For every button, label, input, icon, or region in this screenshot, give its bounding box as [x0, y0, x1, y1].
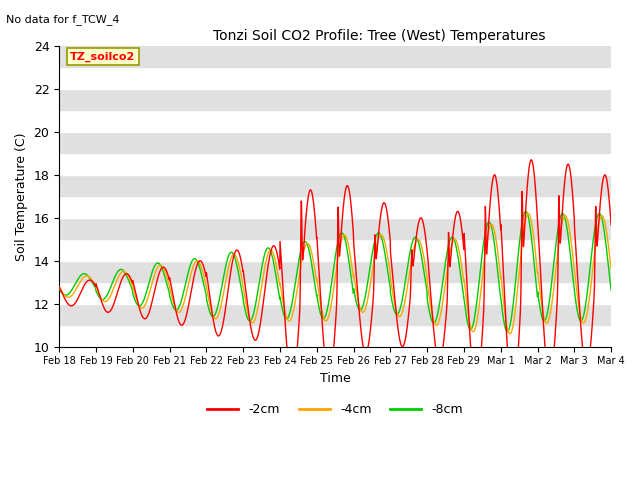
Legend: -2cm, -4cm, -8cm: -2cm, -4cm, -8cm: [202, 398, 468, 421]
Bar: [59, 46, 611, 67]
Bar: [59, 261, 611, 282]
Bar: [59, 282, 611, 304]
Y-axis label: Soil Temperature (C): Soil Temperature (C): [15, 132, 28, 261]
Bar: [59, 110, 611, 132]
Bar: [59, 175, 611, 196]
X-axis label: Time: Time: [320, 372, 351, 385]
Text: No data for f_TCW_4: No data for f_TCW_4: [6, 14, 120, 25]
Bar: [59, 325, 611, 347]
Bar: [59, 154, 611, 175]
Bar: [59, 89, 611, 110]
Bar: [59, 218, 611, 240]
Bar: [59, 67, 611, 89]
Text: TZ_soilco2: TZ_soilco2: [70, 51, 136, 62]
Bar: [59, 304, 611, 325]
Bar: [59, 196, 611, 218]
Title: Tonzi Soil CO2 Profile: Tree (West) Temperatures: Tonzi Soil CO2 Profile: Tree (West) Temp…: [213, 29, 545, 43]
Bar: [59, 240, 611, 261]
Bar: [59, 132, 611, 154]
